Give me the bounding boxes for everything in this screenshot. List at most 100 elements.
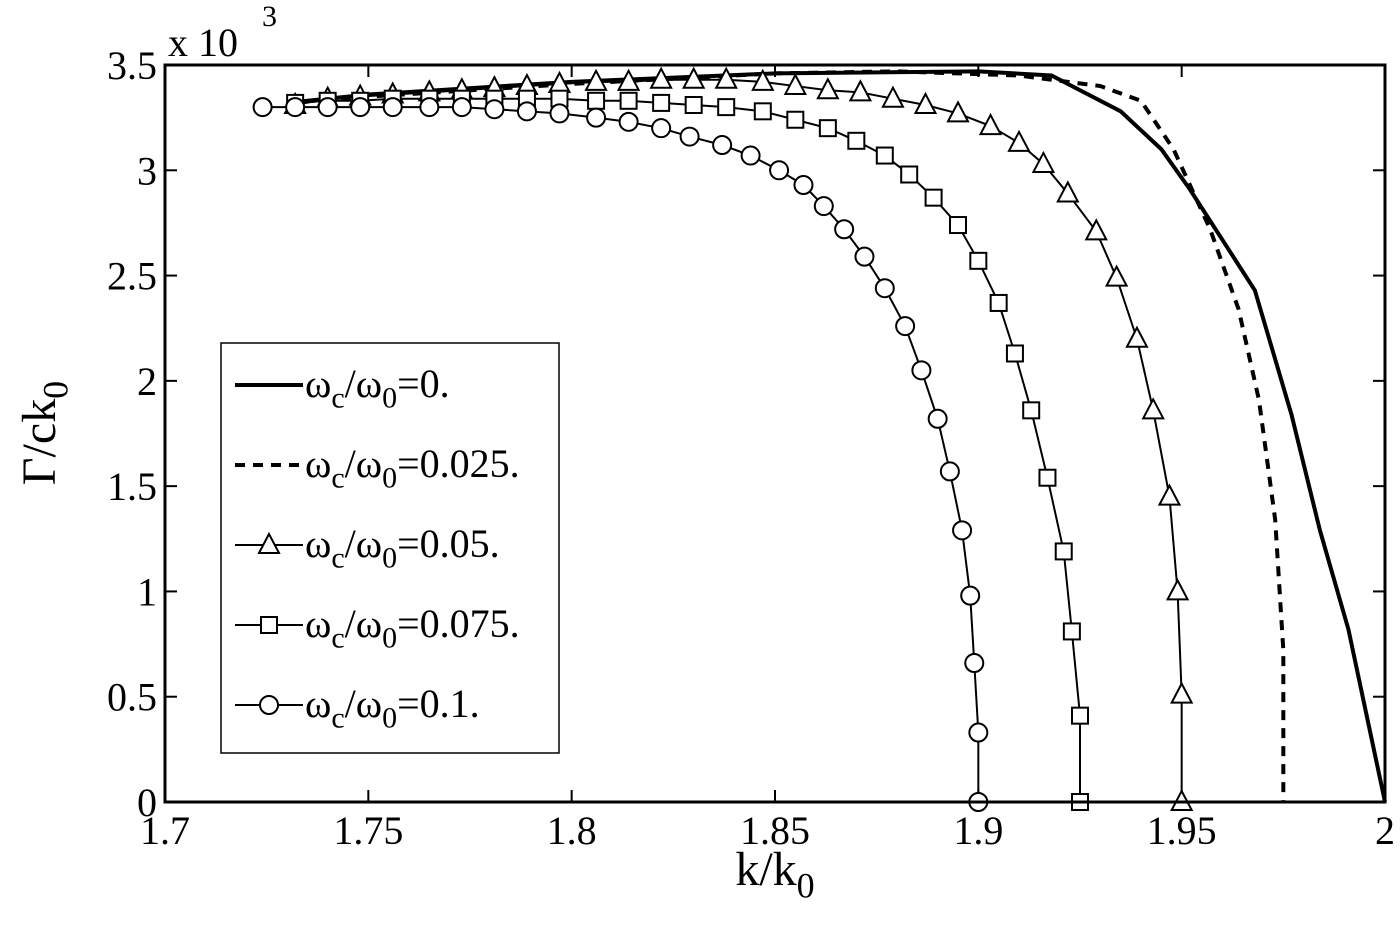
- marker: [946, 100, 970, 123]
- marker: [252, 97, 273, 118]
- marker: [813, 196, 834, 217]
- marker: [769, 160, 790, 181]
- marker: [484, 99, 505, 120]
- marker: [651, 118, 672, 139]
- marker: [783, 72, 807, 96]
- marker: [793, 175, 814, 196]
- y-tick-label: 0.5: [107, 675, 157, 720]
- y-exponent: 3: [262, 0, 277, 33]
- marker: [619, 91, 638, 110]
- marker: [451, 97, 472, 118]
- marker: [618, 111, 639, 132]
- marker: [847, 131, 866, 150]
- legend-label: ωc/ω0=0.: [305, 361, 450, 415]
- marker: [786, 110, 805, 129]
- y-multiplier: x 10: [168, 20, 238, 65]
- marker: [939, 461, 960, 482]
- marker: [714, 66, 738, 89]
- marker: [1038, 468, 1057, 487]
- marker: [285, 97, 306, 118]
- x-tick-label: 1.7: [140, 808, 190, 853]
- marker: [1157, 483, 1182, 506]
- marker: [874, 278, 895, 299]
- marker: [419, 97, 440, 118]
- marker: [1005, 344, 1024, 363]
- x-tick-label: 1.95: [1147, 808, 1217, 853]
- marker: [949, 216, 967, 235]
- marker: [652, 93, 671, 112]
- marker: [1141, 397, 1165, 420]
- marker: [924, 188, 943, 207]
- marker: [1022, 401, 1041, 420]
- marker: [260, 616, 278, 634]
- plot-frame: [163, 63, 1387, 804]
- marker: [875, 146, 894, 165]
- marker: [968, 722, 989, 743]
- marker: [684, 96, 703, 115]
- y-tick-label: 2.5: [107, 254, 157, 299]
- legend-label: ωc/ω0=0.1.: [305, 681, 480, 735]
- marker: [751, 68, 775, 91]
- marker: [969, 251, 988, 270]
- marker: [895, 316, 916, 337]
- marker: [1054, 542, 1073, 561]
- marker: [712, 135, 733, 156]
- marker: [989, 293, 1008, 312]
- series-line: [286, 69, 1286, 802]
- y-tick-label: 3: [137, 148, 157, 193]
- marker: [881, 85, 905, 108]
- marker: [382, 97, 403, 118]
- marker: [1007, 129, 1031, 152]
- y-tick-label: 1.5: [107, 464, 157, 509]
- x-tick-label: 1.9: [953, 808, 1003, 853]
- marker: [259, 695, 279, 715]
- y-tick-label: 2: [137, 359, 157, 404]
- marker: [257, 531, 281, 554]
- marker: [616, 68, 641, 91]
- marker: [317, 97, 338, 118]
- marker: [816, 77, 840, 100]
- marker: [586, 107, 607, 128]
- y-axis-label: Γ/ck0: [13, 381, 76, 485]
- marker: [753, 102, 772, 121]
- marker: [1084, 218, 1108, 241]
- x-axis-label: k/k0: [735, 843, 814, 906]
- marker: [649, 66, 673, 89]
- marker: [717, 98, 736, 117]
- marker: [960, 585, 981, 606]
- marker: [1104, 264, 1129, 287]
- marker: [964, 653, 985, 674]
- marker: [1165, 578, 1190, 601]
- marker: [516, 101, 537, 122]
- marker: [834, 219, 855, 240]
- marker: [350, 97, 371, 118]
- marker: [978, 112, 1003, 136]
- marker: [549, 103, 570, 124]
- marker: [1031, 150, 1056, 173]
- y-tick-label: 0: [137, 780, 157, 825]
- legend-label: ωc/ω0=0.05.: [305, 521, 500, 575]
- marker: [911, 360, 932, 381]
- marker: [679, 126, 700, 147]
- x-tick-label: 1.85: [740, 808, 810, 853]
- marker: [682, 66, 706, 89]
- x-tick-label: 1.75: [333, 808, 403, 853]
- marker: [913, 91, 938, 115]
- marker: [1071, 706, 1089, 725]
- marker: [848, 79, 873, 102]
- x-tick-label: 1.8: [547, 808, 597, 853]
- marker: [854, 246, 875, 267]
- marker: [1062, 622, 1081, 641]
- marker: [584, 68, 608, 91]
- marker: [740, 145, 761, 166]
- marker: [900, 165, 919, 184]
- marker: [1125, 325, 1149, 348]
- marker: [927, 408, 948, 429]
- y-tick-label: 1: [137, 569, 157, 614]
- marker: [1170, 681, 1194, 704]
- y-tick-label: 3.5: [107, 43, 157, 88]
- marker: [952, 520, 973, 541]
- legend-label: ωc/ω0=0.025.: [305, 441, 520, 495]
- marker: [818, 119, 837, 138]
